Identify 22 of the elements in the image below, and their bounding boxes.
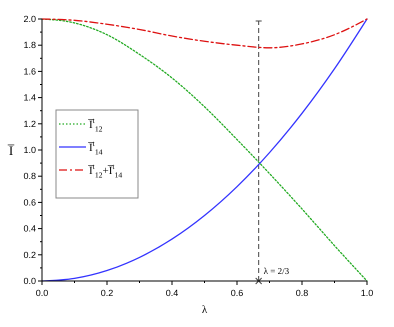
x-tick-label: 0.8 bbox=[296, 288, 308, 298]
x-tick-label: 1.0 bbox=[360, 288, 374, 298]
y-tick-label: 1.8 bbox=[23, 40, 36, 50]
annotation: λ = 2/3 bbox=[264, 266, 290, 276]
y-tick-label: 1.2 bbox=[23, 118, 36, 129]
line-series bbox=[41, 18, 368, 48]
y-tick-label: 2.0 bbox=[23, 14, 36, 24]
y-tick-label: 0.8 bbox=[23, 171, 36, 182]
y-axis-title: I̅ bbox=[7, 143, 16, 158]
x-axis-title: λ bbox=[202, 304, 208, 316]
y-tick-label: 0.2 bbox=[23, 250, 36, 260]
x-tick-label: 0.6 bbox=[230, 288, 244, 298]
line-series bbox=[41, 18, 368, 282]
x-tick-label: 0.2 bbox=[100, 288, 114, 298]
y-tick-label: 0.0 bbox=[23, 276, 36, 286]
y-tick-label: 1.0 bbox=[23, 145, 36, 155]
y-tick-label: 0.4 bbox=[23, 224, 36, 234]
x-tick-label: 0.0 bbox=[36, 288, 48, 298]
y-tick-label: 0.6 bbox=[23, 197, 36, 208]
y-tick-label: 1.4 bbox=[23, 92, 36, 103]
y-tick-label: 1.6 bbox=[23, 66, 36, 76]
x-tick-label: 0.4 bbox=[166, 288, 178, 298]
